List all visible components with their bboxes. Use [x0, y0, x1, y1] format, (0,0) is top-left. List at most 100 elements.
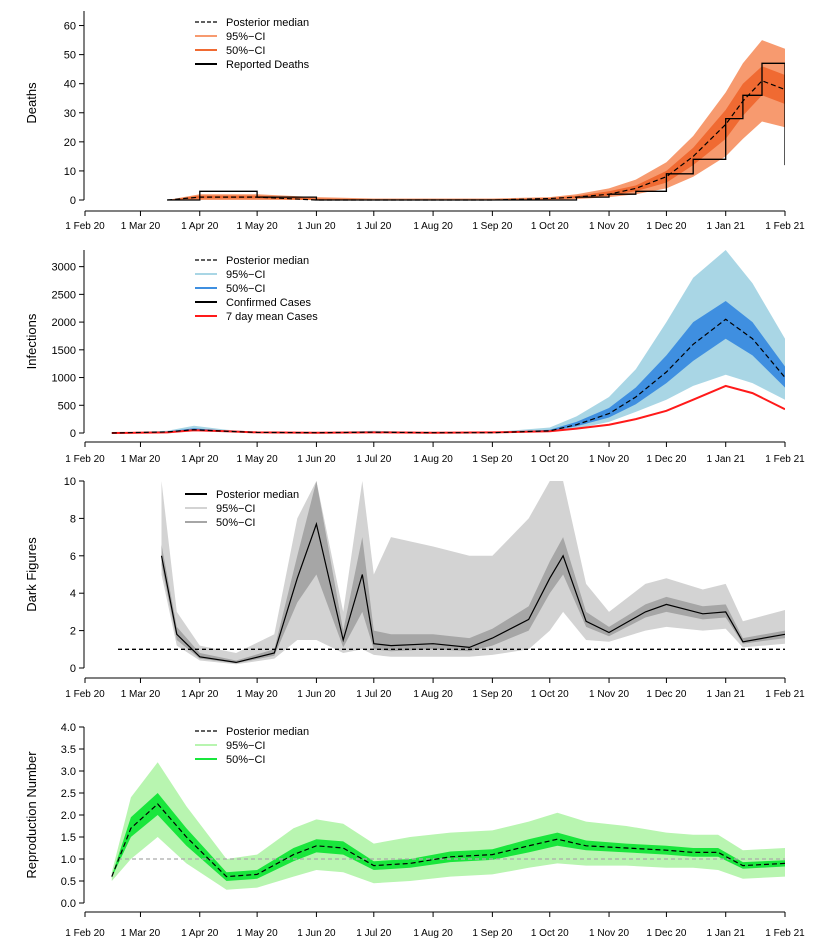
- x-tick-label: 1 Oct 20: [531, 928, 569, 939]
- x-tick-label: 1 Sep 20: [472, 454, 512, 465]
- legend-label: 95%−CI: [226, 31, 265, 43]
- x-tick-label: 1 Jun 20: [297, 689, 336, 700]
- y-tick-label: 30: [64, 108, 76, 120]
- x-tick-label: 1 Apr 20: [181, 221, 219, 232]
- x-tick-label: 1 Feb 21: [765, 928, 805, 939]
- y-tick-label: 2: [70, 626, 76, 638]
- posterior-median-line: [167, 80, 785, 201]
- x-tick-label: 1 May 20: [237, 928, 279, 939]
- legend-label: Reported Deaths: [226, 59, 310, 71]
- legend-label: 50%−CI: [216, 517, 255, 529]
- x-tick-label: 1 Oct 20: [531, 454, 569, 465]
- x-tick-label: 1 Jan 21: [707, 454, 746, 465]
- y-tick-label: 0.5: [61, 876, 76, 888]
- x-tick-label: 1 Apr 20: [181, 689, 219, 700]
- ci50-band: [111, 301, 785, 433]
- x-tick-label: 1 Mar 20: [121, 689, 161, 700]
- y-tick-label: 2.5: [61, 788, 76, 800]
- y-tick-label: 1000: [52, 373, 76, 385]
- x-tick-label: 1 Feb 20: [65, 928, 105, 939]
- y-tick-label: 20: [64, 137, 76, 149]
- x-tick-label: 1 Sep 20: [472, 928, 512, 939]
- x-tick-label: 1 Jan 21: [707, 928, 746, 939]
- legend-label: 7 day mean Cases: [226, 311, 318, 323]
- x-tick-label: 1 May 20: [237, 221, 279, 232]
- x-tick-label: 1 Dec 20: [646, 454, 686, 465]
- plot-area: [167, 40, 785, 201]
- plot-area: [118, 481, 785, 665]
- y-tick-label: 1.0: [61, 854, 76, 866]
- x-tick-label: 1 Aug 20: [413, 221, 453, 232]
- x-tick-label: 1 Jul 20: [356, 928, 391, 939]
- y-axis: 0 10 20 30 40 50 60: [64, 11, 85, 207]
- x-tick-label: 1 Jan 21: [707, 221, 746, 232]
- x-tick-label: 1 Jun 20: [297, 928, 336, 939]
- y-tick-label: 2500: [52, 289, 76, 301]
- x-tick-label: 1 Jun 20: [297, 221, 336, 232]
- x-tick-label: 1 Jul 20: [356, 689, 391, 700]
- y-tick-label: 3000: [52, 262, 76, 274]
- x-tick-label: 1 Feb 20: [65, 689, 105, 700]
- y-axis-label: Deaths: [24, 82, 39, 124]
- y-tick-label: 6: [70, 551, 76, 563]
- x-tick-label: 1 Aug 20: [413, 454, 453, 465]
- x-tick-label: 1 Mar 20: [121, 221, 161, 232]
- y-tick-label: 3.0: [61, 766, 76, 778]
- y-tick-label: 0: [70, 195, 76, 207]
- y-tick-label: 10: [64, 476, 76, 488]
- x-tick-label: 1 Feb 21: [765, 689, 805, 700]
- legend-label: Posterior median: [226, 17, 309, 29]
- legend-label: 95%−CI: [226, 269, 265, 281]
- x-tick-label: 1 Nov 20: [589, 454, 629, 465]
- plot-area: [111, 762, 785, 890]
- posterior-median-line: [111, 318, 785, 434]
- x-tick-label: 1 Feb 20: [65, 221, 105, 232]
- y-tick-label: 3.5: [61, 744, 76, 756]
- y-tick-label: 8: [70, 513, 76, 525]
- legend-label: Confirmed Cases: [226, 297, 311, 309]
- legend: Posterior median 95%−CI 50%−CI: [195, 726, 309, 766]
- y-tick-label: 2.0: [61, 810, 76, 822]
- ci50-band: [167, 66, 785, 200]
- x-tick-label: 1 Oct 20: [531, 689, 569, 700]
- x-tick-label: 1 Feb 20: [65, 454, 105, 465]
- x-axis: 1 Feb 20 1 Mar 20 1 Apr 20 1 May 20 1 Jun 20…: [65, 210, 805, 232]
- ci95-band: [111, 762, 785, 890]
- legend-label: 50%−CI: [226, 754, 265, 766]
- legend-label: Posterior median: [226, 726, 309, 738]
- y-tick-label: 2000: [52, 317, 76, 329]
- x-tick-label: 1 Mar 20: [121, 928, 161, 939]
- y-tick-label: 0.0: [61, 898, 76, 910]
- y-tick-label: 10: [64, 166, 76, 178]
- x-axis: 1 Feb 20 1 Mar 20 1 Apr 20 1 May 20 1 Jun 20…: [65, 677, 805, 700]
- panel-3: 0 2 4 6 8 10 Dark Figures 1 Feb 20 1 Mar 20 1 Apr…: [24, 476, 805, 700]
- x-tick-label: 1 Dec 20: [646, 221, 686, 232]
- x-tick-label: 1 Jul 20: [356, 221, 391, 232]
- x-tick-label: 1 Oct 20: [531, 221, 569, 232]
- x-tick-label: 1 Jul 20: [356, 454, 391, 465]
- y-tick-label: 0: [70, 663, 76, 675]
- y-axis: 0 500 1000 1500 2000 2500 3000: [52, 250, 85, 440]
- legend-label: Posterior median: [226, 255, 309, 267]
- panel-4: 0.0 0.5 1.0 1.5 2.0 2.5 3.0 3.5 4.0 Reproduction …: [24, 722, 805, 939]
- ci95-band: [111, 250, 785, 433]
- y-axis: 0 2 4 6 8 10: [64, 476, 85, 675]
- legend: Posterior median 95%−CI 50%−CI Confirmed Ca…: [195, 255, 318, 323]
- y-axis-label: Infections: [24, 313, 39, 369]
- legend-label: Posterior median: [216, 489, 299, 501]
- x-tick-label: 1 Feb 21: [765, 454, 805, 465]
- y-tick-label: 4: [70, 588, 76, 600]
- panel-2: 0 500 1000 1500 2000 2500 3000 Infections 1 Feb …: [24, 250, 805, 465]
- x-tick-label: 1 Jun 20: [297, 454, 336, 465]
- posterior-median-line: [111, 803, 785, 878]
- x-tick-label: 1 Dec 20: [646, 928, 686, 939]
- x-tick-label: 1 May 20: [237, 689, 279, 700]
- x-tick-label: 1 Nov 20: [589, 689, 629, 700]
- y-tick-label: 60: [64, 21, 76, 33]
- y-tick-label: 40: [64, 79, 76, 91]
- legend: Posterior median 95%−CI 50%−CI: [185, 489, 299, 529]
- x-tick-label: 1 Apr 20: [181, 928, 219, 939]
- x-axis: 1 Feb 20 1 Mar 20 1 Apr 20 1 May 20 1 Jun 20…: [65, 441, 805, 465]
- plot-area: [111, 250, 785, 434]
